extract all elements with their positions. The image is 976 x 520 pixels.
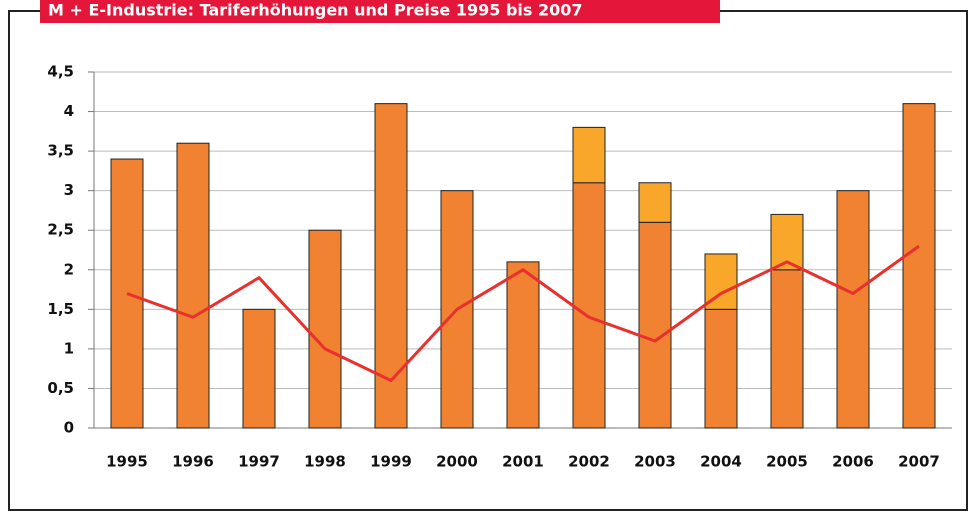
frame	[8, 10, 968, 511]
bar	[638, 221, 672, 429]
x-tick-label: 1997	[238, 453, 280, 471]
bar	[572, 182, 606, 429]
x-tick-label: 2007	[898, 453, 940, 471]
x-tick-label: 2003	[634, 453, 676, 471]
x-tick-label: 1995	[106, 453, 148, 471]
bar	[308, 229, 342, 429]
y-tick-label: 1,5	[47, 300, 74, 318]
chart-title: M + E-Industrie: Tariferhöhungen und Pre…	[48, 1, 583, 20]
x-tick-label: 2004	[700, 453, 742, 471]
bar	[506, 261, 540, 429]
bar	[902, 103, 936, 429]
x-tick-label: 1996	[172, 453, 214, 471]
y-tick-label: 2,5	[47, 221, 74, 239]
x-tick-label: 2001	[502, 453, 544, 471]
bar	[770, 269, 804, 429]
bar	[242, 308, 276, 429]
bar	[176, 142, 210, 429]
y-tick-label: 3,5	[47, 142, 74, 160]
y-tick-label: 2	[64, 260, 74, 278]
bar	[638, 182, 672, 223]
x-tick-label: 2000	[436, 453, 478, 471]
y-tick-label: 1	[64, 339, 74, 357]
x-tick-label: 2002	[568, 453, 610, 471]
x-tick-label: 1998	[304, 453, 346, 471]
y-tick-label: 0	[64, 419, 74, 437]
x-tick-label: 1999	[370, 453, 412, 471]
title-banner	[40, 0, 720, 23]
y-tick-label: 4,5	[47, 63, 74, 81]
y-tick-label: 3	[64, 181, 74, 199]
y-tick-label: 4	[64, 102, 74, 120]
bar	[836, 190, 870, 429]
bar	[704, 308, 738, 429]
line	[126, 244, 920, 383]
y-tick-label: 0,5	[47, 379, 74, 397]
x-tick-label: 2006	[832, 453, 874, 471]
x-tick-label: 2005	[766, 453, 808, 471]
bar	[572, 126, 606, 184]
